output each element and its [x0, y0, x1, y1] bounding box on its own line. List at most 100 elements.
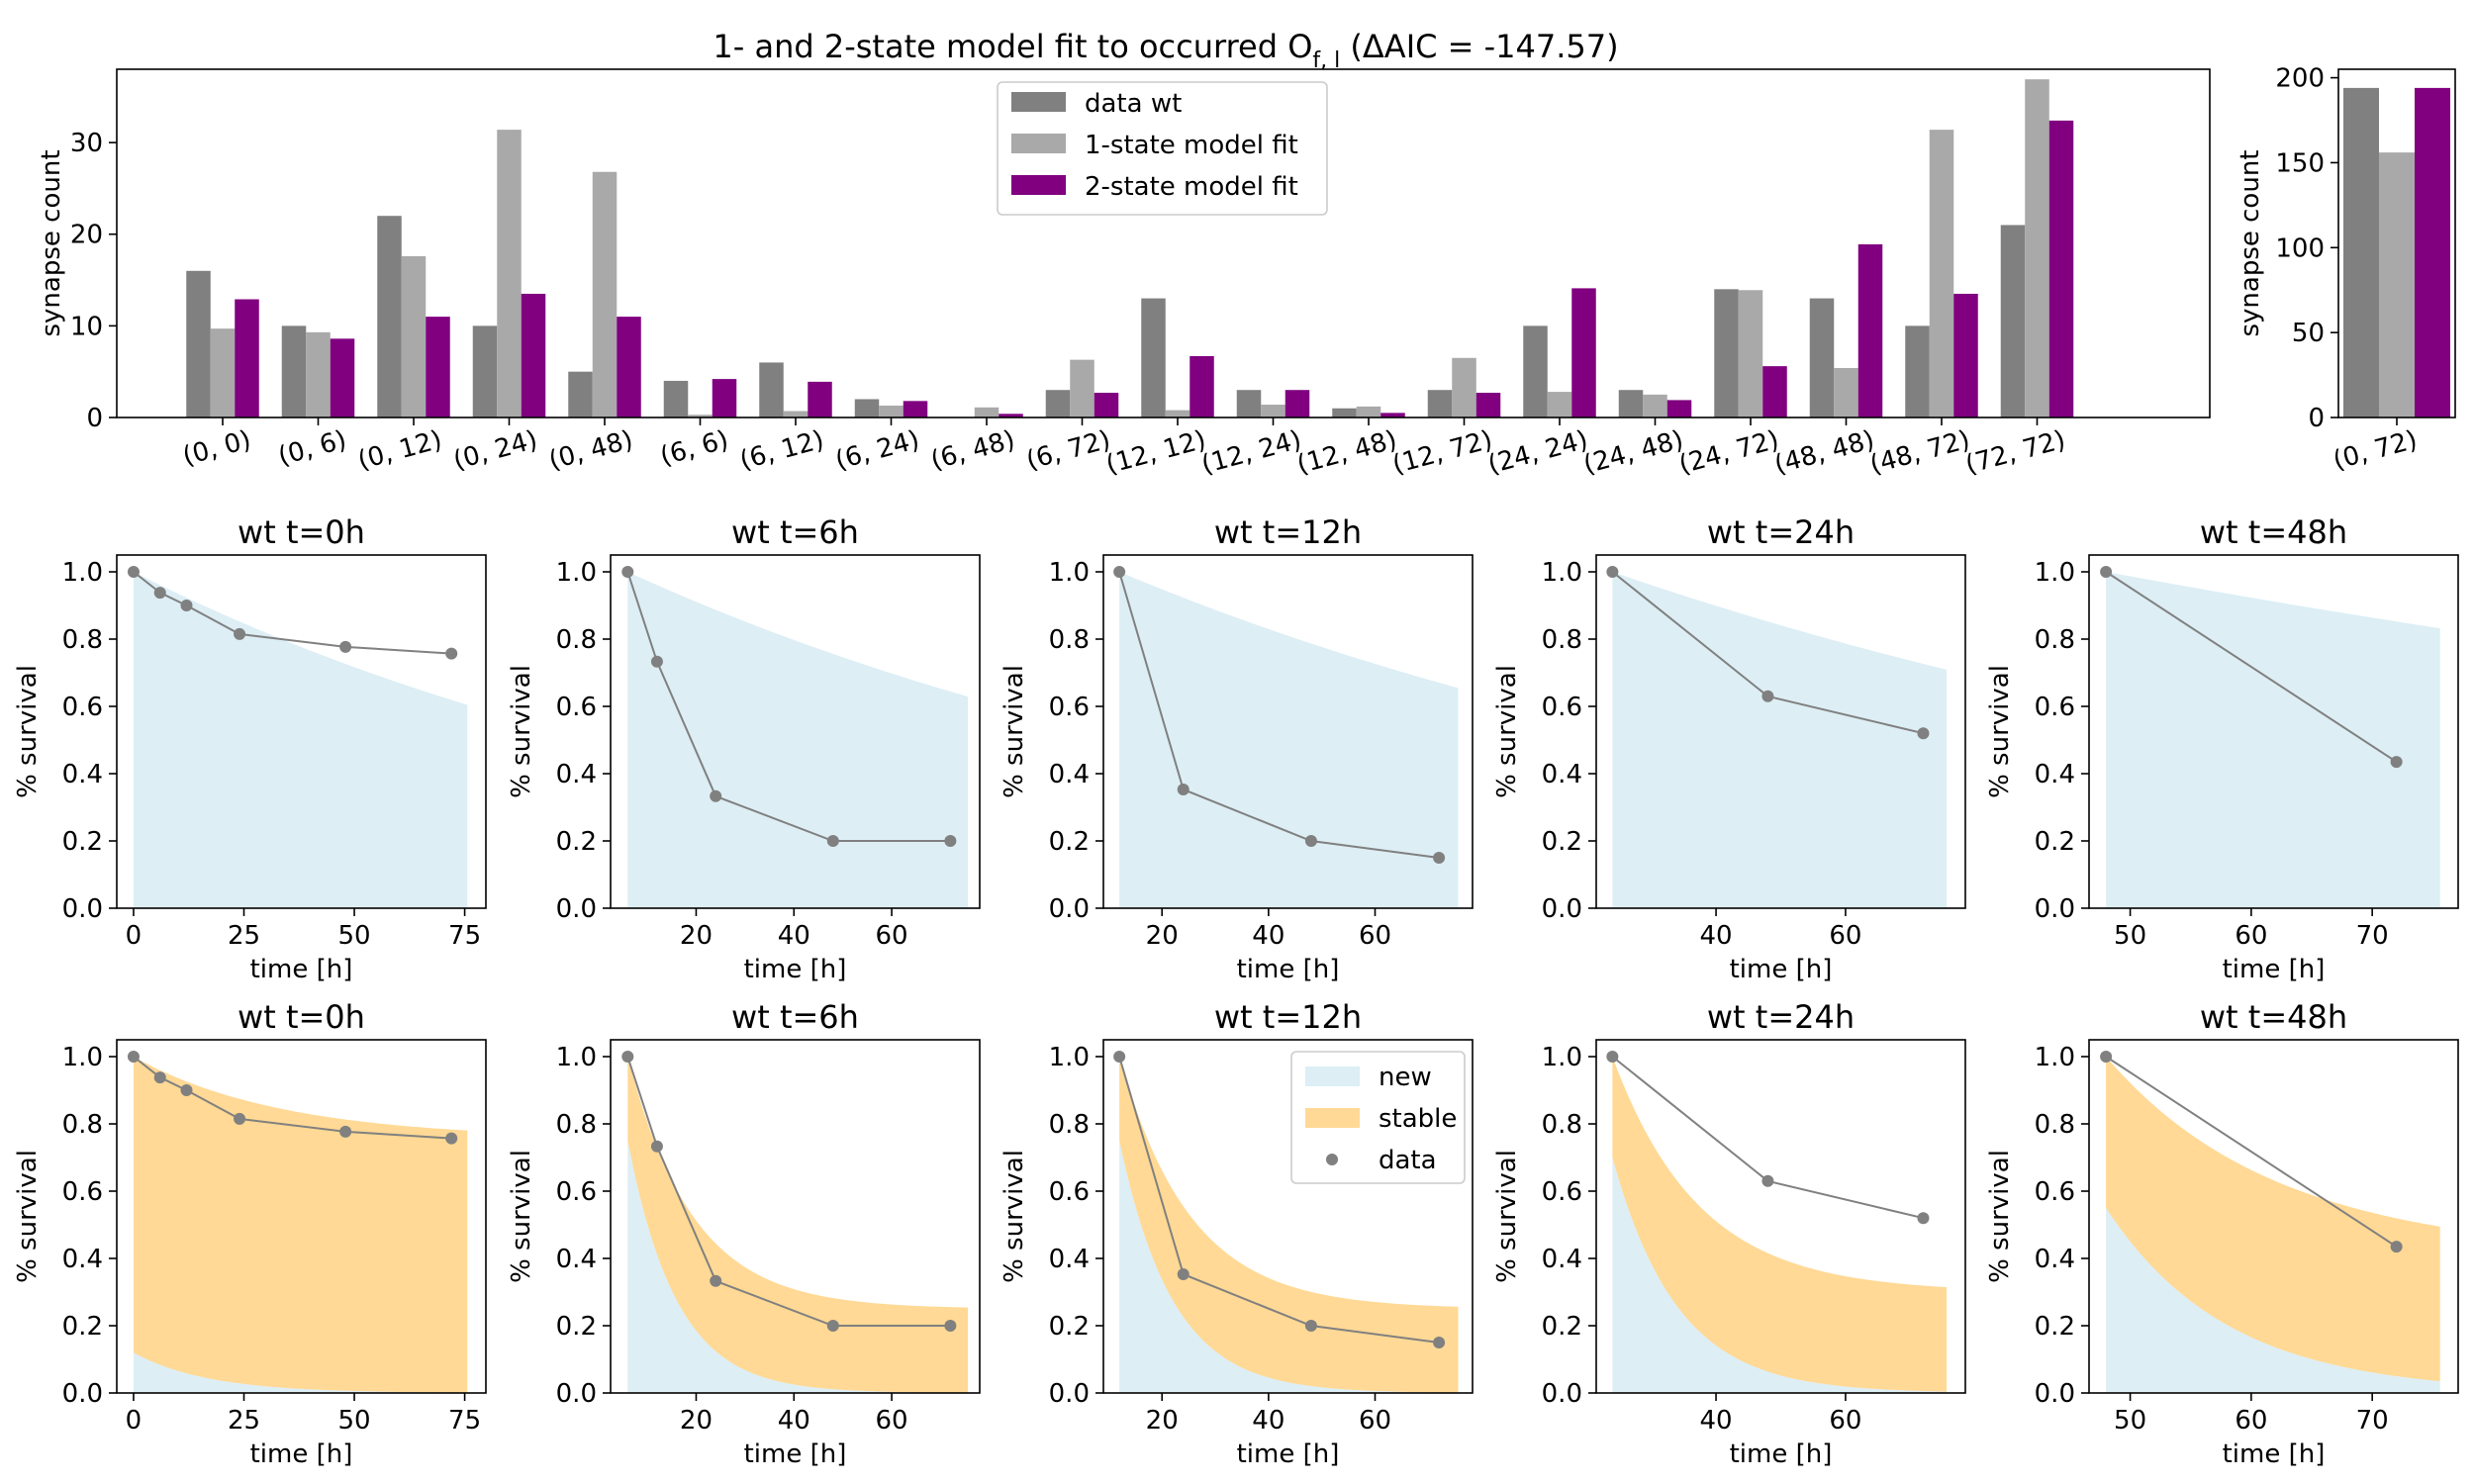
y-tick-label: 0.8: [556, 1110, 597, 1140]
bar-two-state: [1189, 355, 1214, 417]
x-tick-label: 20: [1146, 1406, 1179, 1436]
axes-frame: [610, 554, 981, 909]
y-tick-label: 0.4: [556, 1245, 597, 1274]
panel-title: wt t=6h: [731, 998, 859, 1036]
bar-one-state: [2379, 152, 2415, 417]
x-tick-label: 75: [448, 921, 481, 951]
x-tick-label: (0, 0): [180, 425, 254, 472]
y-tick-label: 0.8: [2035, 625, 2075, 655]
y-tick-label: 0.4: [1049, 760, 1090, 789]
bar-data: [1141, 298, 1166, 417]
y-tick-label: 0.0: [2035, 1379, 2075, 1409]
y-axis-label: % survival: [507, 1150, 536, 1283]
x-tick-label: 60: [2235, 1406, 2267, 1436]
bar-data: [1809, 298, 1835, 417]
data-point: [2100, 566, 2113, 578]
x-axis-label: time [h]: [744, 955, 847, 984]
y-tick-label: 1.0: [1542, 1043, 1582, 1072]
x-tick-label: (0, 72): [2331, 425, 2421, 476]
data-point: [1606, 1051, 1619, 1063]
axes-frame: [2088, 1039, 2459, 1394]
new-area: [1119, 572, 1459, 908]
y-tick-label: 1.0: [1049, 558, 1090, 588]
x-tick-label: 60: [1359, 921, 1391, 951]
bar-two-state: [617, 317, 641, 417]
y-tick-label: 0.2: [1049, 827, 1090, 857]
panel-title: wt t=0h: [238, 513, 365, 551]
legend-marker: [1326, 1154, 1338, 1165]
y-tick-label: 0.6: [62, 1177, 103, 1207]
bar-data: [2000, 225, 2026, 417]
y-axis-label: % survival: [999, 665, 1029, 798]
panel-title: wt t=6h: [731, 513, 859, 551]
bar-two-state: [1571, 288, 1596, 417]
bar-two-state: [1475, 392, 1501, 417]
two-panel: 0.0 0.2 0.4 0.6 0.8 1.0 0 25 50 75 time [h] % survi…: [13, 998, 487, 1469]
y-tick-label: 0.6: [1049, 693, 1090, 722]
new-area: [1119, 1141, 1459, 1393]
y-tick-label: 0.6: [2035, 1177, 2075, 1207]
two-panel: 0.0 0.2 0.4 0.6 0.8 1.0 20 40 60 time [h] % surviv…: [507, 998, 981, 1469]
x-tick-label: (24, 24): [1485, 425, 1591, 481]
figure-title-suffix: (ΔAIC = -147.57): [1340, 28, 1618, 65]
x-tick-label: 60: [876, 1406, 908, 1436]
bar-chart-main: 0 10 20 30 (0, 0) (0, 6) (0, 12) (0, 24) (0, 48)…: [37, 68, 2211, 481]
one-panel: 0.0 0.2 0.4 0.6 0.8 1.0 20 40 60 time [h] % surviv…: [999, 513, 1474, 984]
data-point: [445, 647, 458, 660]
bar-two-state: [426, 317, 450, 417]
y-tick-label: 0.0: [1049, 894, 1090, 924]
x-tick-label: 20: [680, 921, 713, 951]
data-point: [944, 835, 957, 847]
x-axis-label: time [h]: [1730, 955, 1833, 984]
y-tick-label: 0.4: [1542, 760, 1582, 789]
bar-two-state: [1380, 413, 1405, 417]
y-tick-label: 30: [70, 129, 103, 158]
y-tick-label: 0.0: [1542, 894, 1582, 924]
y-axis-label: % survival: [1492, 1150, 1522, 1283]
y-tick-label: 0.0: [2035, 894, 2075, 924]
stable-area: [133, 1057, 468, 1393]
bar-one-state: [879, 405, 904, 417]
x-tick-label: 40: [778, 1406, 810, 1436]
y-tick-label: 0.0: [556, 1379, 597, 1409]
data-point: [180, 1084, 193, 1096]
one-panel: 0.0 0.2 0.4 0.6 0.8 1.0 50 60 70 time [h] % surviv…: [1985, 513, 2459, 984]
x-tick-label: 40: [1252, 1406, 1285, 1436]
y-axis-label: synapse count: [2236, 149, 2265, 336]
bar-two-state: [235, 299, 259, 417]
x-tick-label: (6, 6): [657, 425, 731, 472]
x-tick-label: 20: [680, 1406, 713, 1436]
data-point: [339, 640, 352, 653]
data-point: [2390, 1241, 2403, 1253]
new-area: [627, 1141, 969, 1393]
y-tick-label: 0.4: [62, 760, 103, 789]
y-tick-label: 0.8: [1542, 625, 1582, 655]
data-line: [2105, 571, 2398, 763]
bar-one-state: [1834, 367, 1858, 417]
data-point: [1606, 566, 1619, 578]
data-point: [153, 587, 166, 600]
x-tick-label: 50: [2114, 1406, 2146, 1436]
bar-one-state: [306, 331, 331, 417]
x-tick-label: 70: [2356, 1406, 2389, 1436]
bar-data: [377, 216, 402, 417]
y-tick-label: 0.8: [1542, 1110, 1582, 1140]
y-tick-label: 0.6: [556, 693, 597, 722]
x-tick-label: 60: [1359, 1406, 1391, 1436]
x-tick-label: (48, 72): [1867, 425, 1973, 481]
data-point: [339, 1125, 352, 1138]
data-point: [1761, 1174, 1774, 1187]
bar-two-state: [330, 338, 355, 417]
bar-data: [663, 380, 689, 417]
bar-one-state: [688, 415, 713, 417]
data-point: [180, 600, 193, 611]
axes-frame: [610, 1039, 981, 1394]
y-tick-label: 10: [70, 312, 103, 341]
x-axis-label: time [h]: [1237, 1439, 1340, 1469]
legend-label: 2-state model fit: [1085, 172, 1298, 202]
data-point: [1433, 1337, 1446, 1348]
data-point: [650, 1140, 663, 1153]
bar-one-state: [592, 171, 618, 417]
